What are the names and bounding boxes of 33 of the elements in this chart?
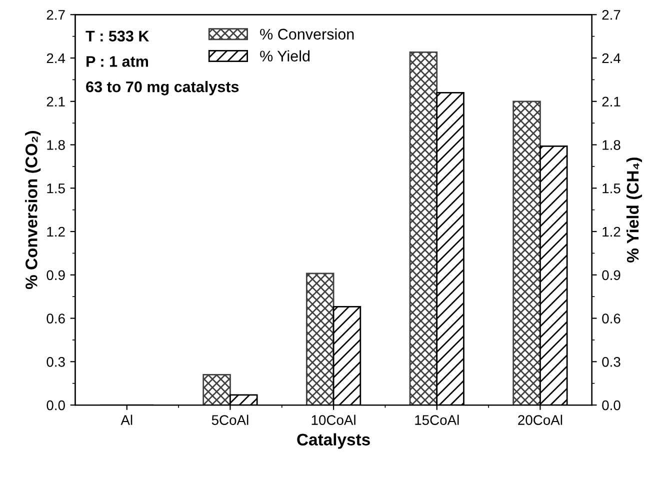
- y2-tick-label: 0.6: [602, 314, 620, 324]
- y2-tick-label: 1.2: [602, 226, 620, 237]
- y2-tick-label: 2.7: [602, 10, 620, 20]
- y-axis-title: % Conversion (CO₂): [25, 131, 41, 290]
- legend-label: % Conversion: [260, 28, 354, 40]
- x-tick-label: 15CoAl: [415, 414, 459, 425]
- x-tick-label: Al: [120, 414, 132, 425]
- y-tick-label: 1.2: [47, 226, 65, 237]
- y2-tick-label: 0.0: [602, 400, 620, 410]
- legend-label: % Yield: [260, 50, 310, 62]
- y2-tick-label: 0.3: [602, 356, 620, 367]
- y-tick-label: 0.6: [46, 314, 65, 324]
- y-tick-label: 2.4: [46, 53, 66, 64]
- y-tick-label: 2.7: [46, 10, 65, 20]
- annotation: 63 to 70 mg catalysts: [86, 81, 239, 96]
- y2-tick-label: 0.9: [602, 270, 620, 280]
- y-tick-label: 0.0: [46, 400, 65, 410]
- y-tick-label: 0.3: [46, 356, 65, 367]
- y2-tick-label: 2.4: [602, 53, 620, 64]
- x-tick-label: 5CoAl: [212, 414, 248, 425]
- y2-tick-label: 2.1: [602, 96, 620, 106]
- annotation: P : 1 atm: [86, 56, 148, 67]
- annotation: T : 533 K: [86, 30, 150, 42]
- y-tick-label: 2.1: [46, 96, 65, 106]
- y2-tick-label: 1.5: [602, 184, 620, 194]
- x-tick-label: 10CoAl: [312, 414, 356, 425]
- y2-tick-label: 1.8: [602, 140, 620, 150]
- x-axis-title: Catalysts: [297, 433, 370, 449]
- x-tick-label: 20CoAl: [518, 414, 562, 425]
- y-tick-label: 1.5: [47, 184, 65, 194]
- y-tick-label: 1.8: [47, 140, 65, 150]
- y2-axis-title: % Yield (CH₄): [626, 158, 642, 262]
- y-tick-label: 0.9: [46, 270, 65, 280]
